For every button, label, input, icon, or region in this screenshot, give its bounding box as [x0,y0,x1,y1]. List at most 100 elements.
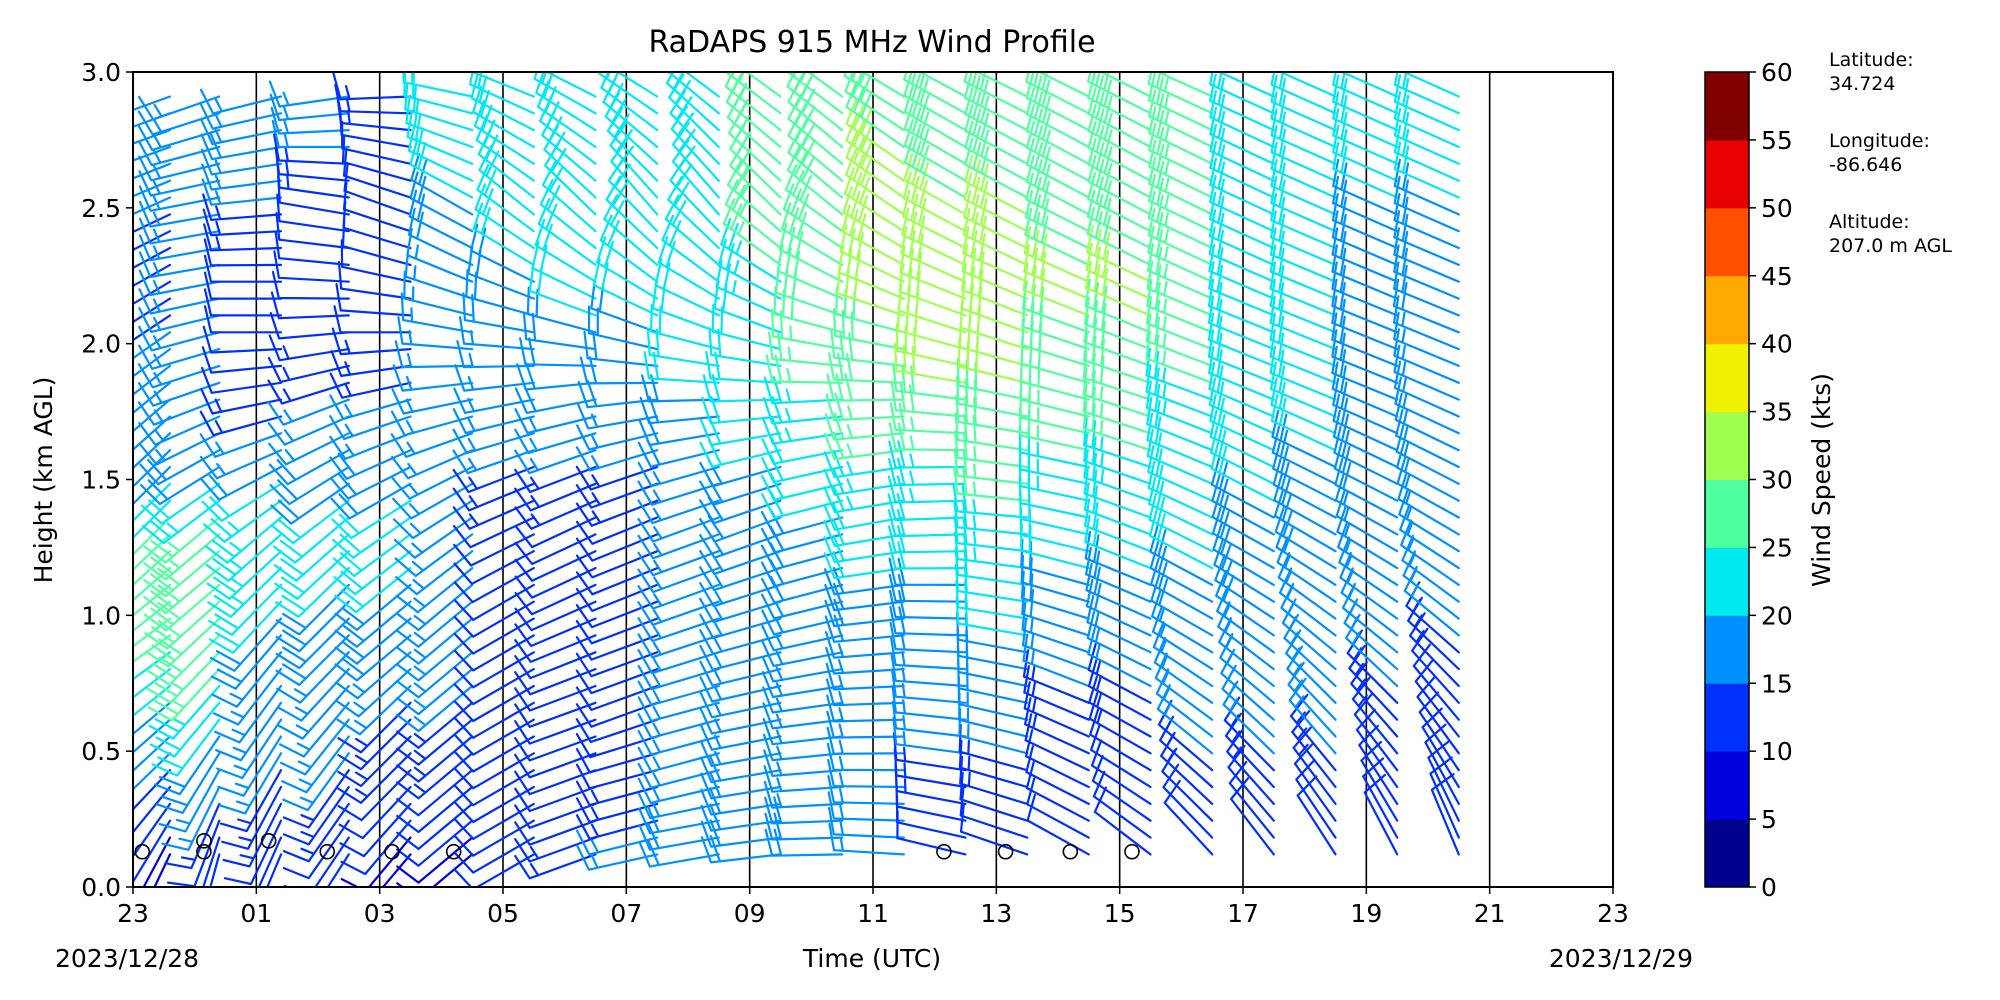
wind-barb [700,803,782,832]
wind-barb [1087,120,1152,182]
colorbar-ticks: 0 5 10 15 20 25 30 35 40 45 50 55 60 [1749,58,1793,902]
wind-barb [138,170,221,197]
wind-barb [392,482,474,520]
wind-barb [1086,224,1152,283]
wind-barb [453,684,535,723]
colorbar-tick-label: 5 [1761,805,1777,834]
wind-barb [469,72,535,98]
wind-barb [956,375,1029,418]
wind-barb [1209,90,1275,149]
wind-barb [1401,534,1460,603]
wind-barb [205,516,283,564]
wind-barb [138,432,221,466]
wind-barb [514,836,597,863]
wind-barb [1025,137,1090,199]
wind-barb [1020,554,1090,603]
colorbar-tick-label: 60 [1761,58,1793,87]
wind-barb [452,449,535,475]
wind-barb [575,499,659,527]
wind-barb [1209,123,1275,182]
wind-barb [1083,332,1152,384]
wind-barb [271,499,350,545]
wind-barb [1209,73,1275,132]
wind-barb [860,72,905,98]
wind-barb [1393,192,1460,250]
wind-barb [133,651,135,654]
wind-barb [133,112,135,115]
wind-barb [211,651,283,708]
wind-barb [453,802,535,840]
colorbar-segment [1705,207,1749,277]
wind-barb [394,340,474,369]
wind-barb [1353,692,1399,772]
wind-barb [892,363,967,401]
wind-barb [334,634,412,682]
wind-barb [133,836,135,839]
wind-barb [700,740,782,767]
wind-barb [1393,74,1460,132]
wind-barb [516,362,597,391]
wind-barb [888,457,967,487]
wind-barb [575,718,659,743]
colorbar-segment [1705,751,1749,820]
wind-barb [334,567,412,614]
wind-barb [699,582,782,608]
wind-barb [1393,261,1460,317]
wind-barb [700,835,782,864]
wind-barb [699,550,782,575]
wind-barb [1146,428,1214,485]
wind-barb [605,175,659,250]
wind-barb [534,218,597,283]
wind-barb [637,696,720,722]
wind-barb [337,718,412,771]
wind-barb [133,280,135,284]
wind-barb [133,651,172,681]
wind-barb [133,785,172,834]
wind-barb [761,625,844,652]
wind-barb [1208,226,1275,283]
wind-barb [1393,295,1460,351]
wind-barb [1393,91,1460,149]
wind-barb [137,95,221,121]
wind-barb [891,669,967,704]
wind-barb [771,308,844,351]
wind-barb [1025,172,1090,233]
wind-barb [133,718,172,754]
wind-barb [637,600,720,626]
wind-barb [700,754,782,784]
wind-barb [407,207,474,266]
wind-barb [1025,120,1090,182]
wind-barb [514,668,597,696]
wind-barb [596,236,659,300]
wind-barb [699,533,782,559]
wind-barb [1145,313,1214,367]
wind-barb [1020,570,1090,620]
wind-barb [895,323,967,367]
wind-barb [575,701,659,728]
wind-barb [133,735,172,773]
altitude-value: 207.0 m AGL [1829,235,1952,257]
wind-barb [200,148,283,176]
wind-barb [1270,124,1337,182]
wind-barb [145,617,221,668]
wind-barb [664,194,720,266]
wind-barb [199,432,283,458]
x-tick-label: 03 [364,899,396,928]
wind-barb [1084,498,1152,553]
wind-barb [341,218,412,266]
wind-barb [845,148,905,216]
y-tick-label: 2.5 [81,194,121,223]
wind-barb [899,245,967,300]
colorbar-segment [1705,615,1749,684]
wind-barb [958,338,1029,384]
wind-barb [334,600,412,648]
wind-barb [1350,661,1399,738]
wind-barb [453,668,535,706]
wind-barb [133,802,172,859]
wind-barb [133,533,135,537]
wind-barb [200,118,283,146]
wind-barb [1209,107,1275,165]
wind-barb [208,583,283,636]
wind-barb [891,684,967,721]
wind-barb [1332,108,1399,165]
